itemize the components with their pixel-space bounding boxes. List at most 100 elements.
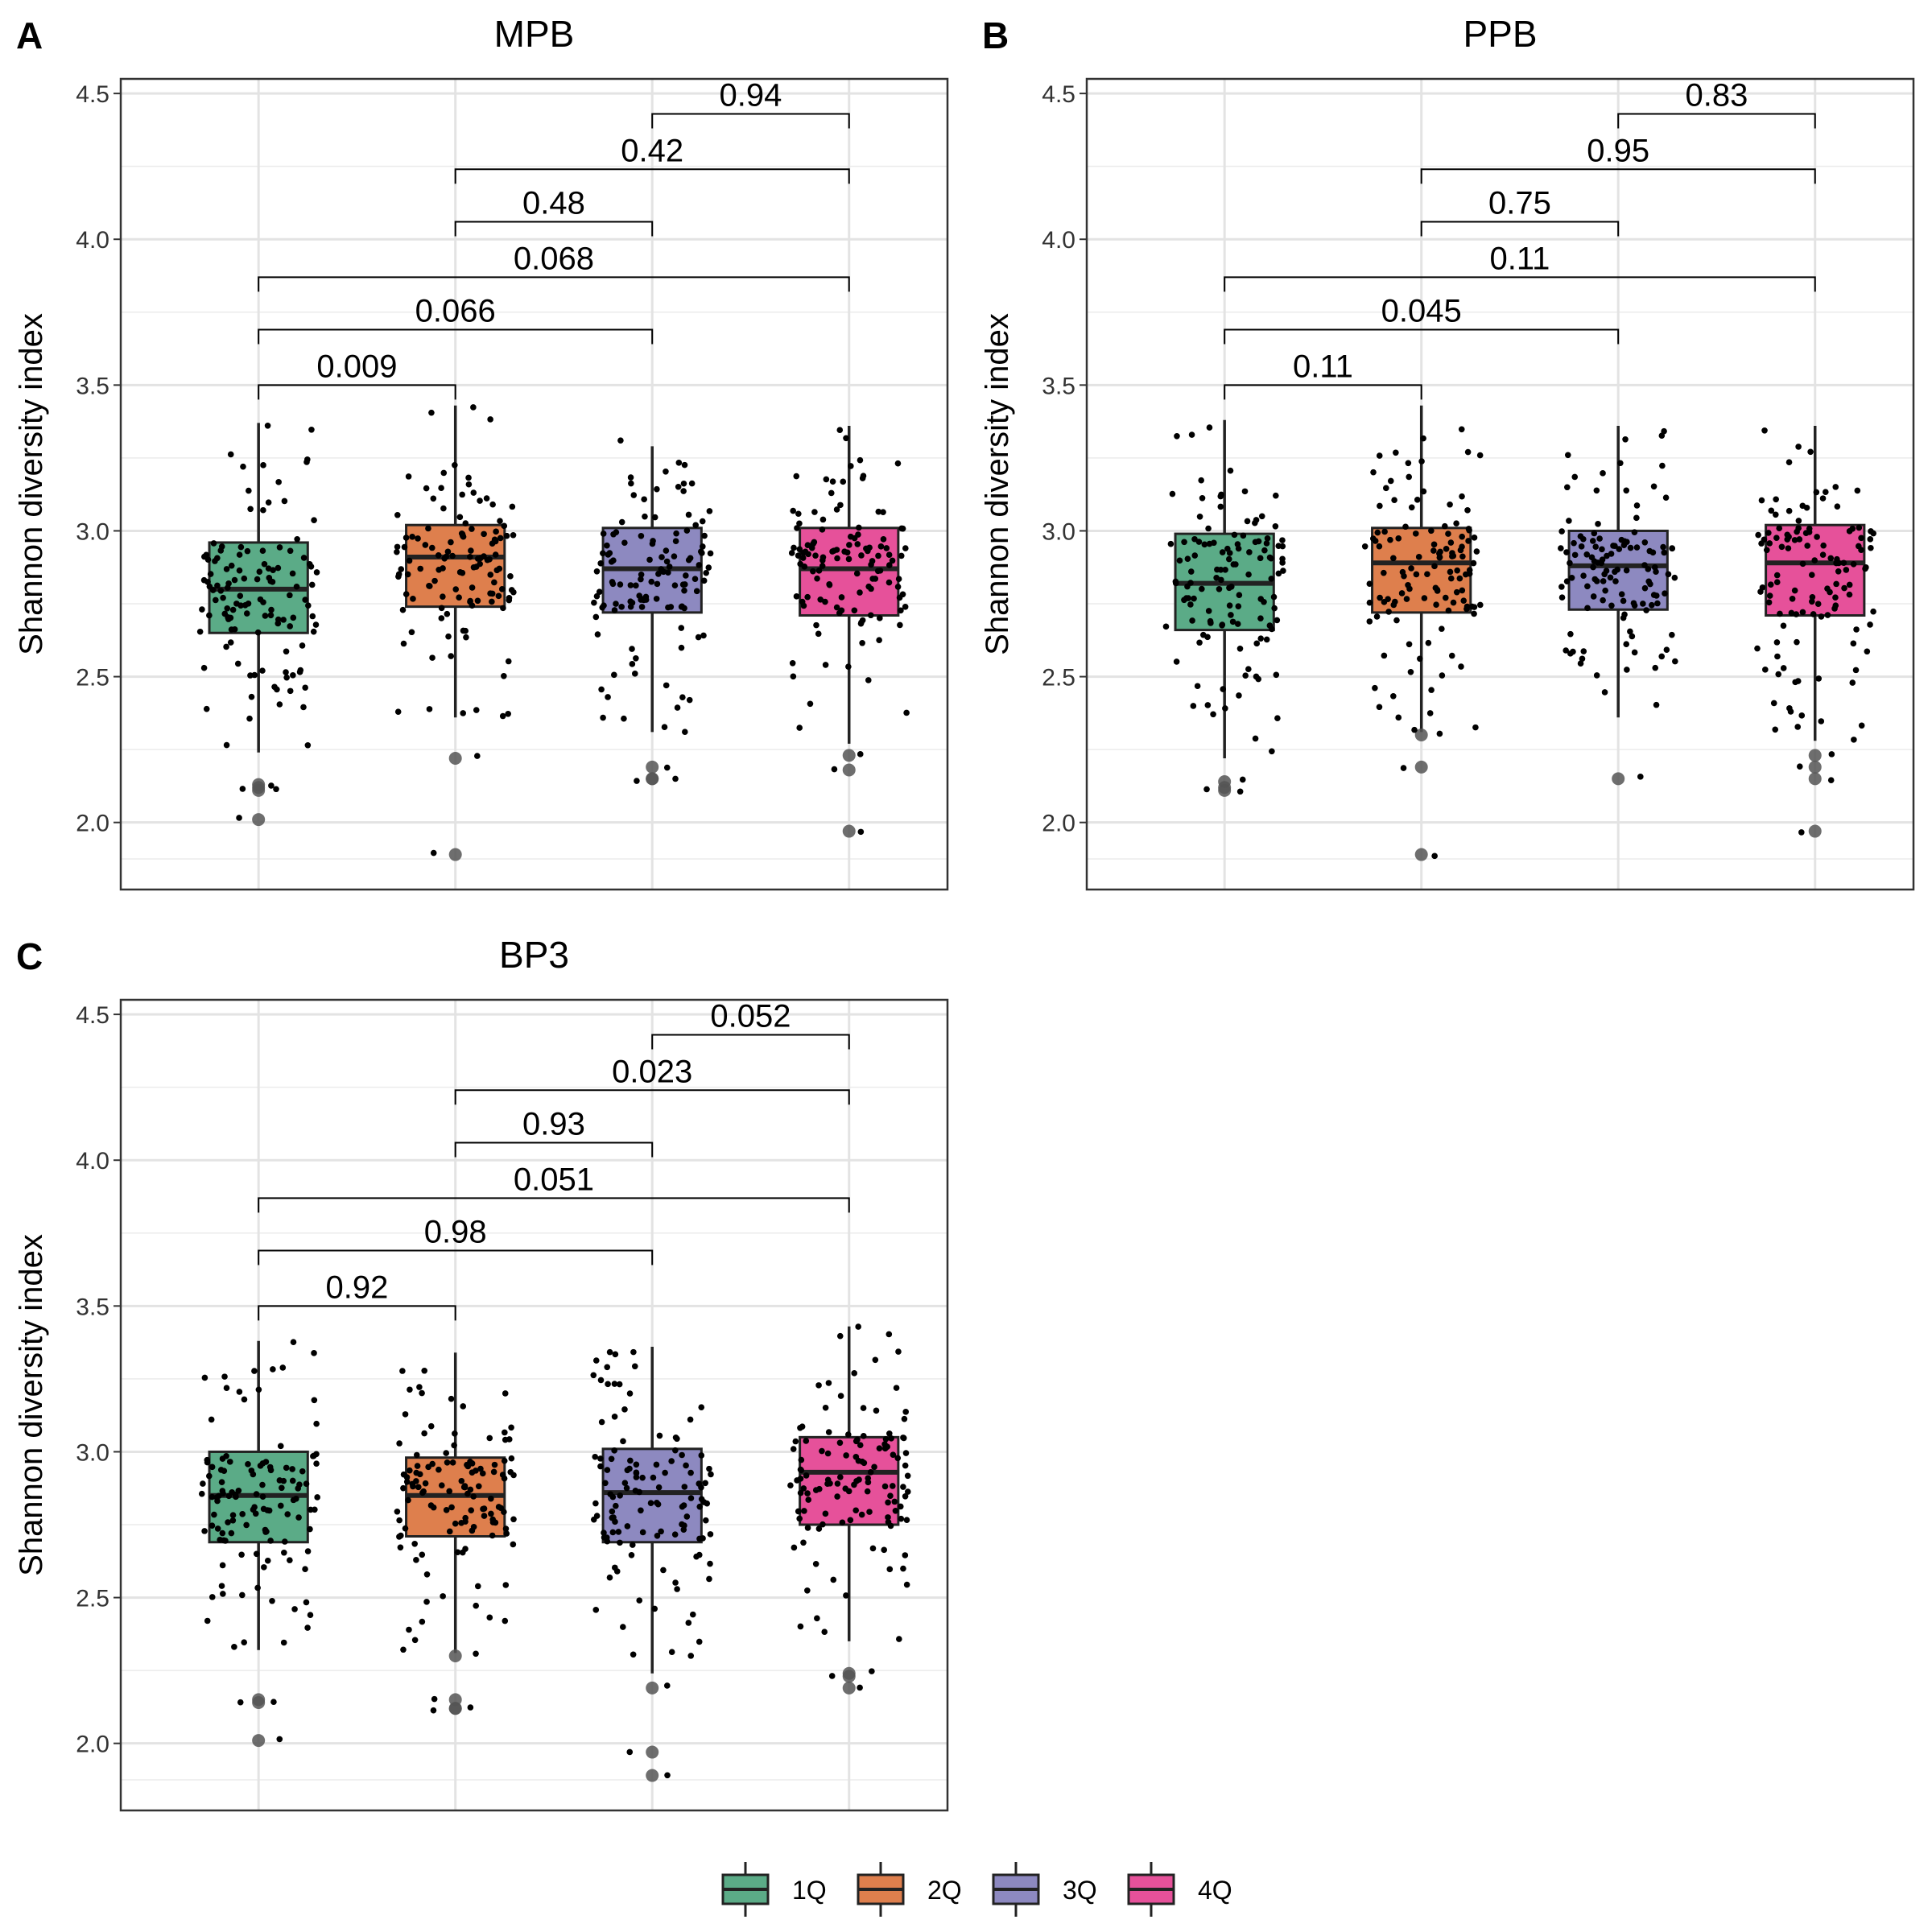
jitter-point	[287, 547, 294, 555]
jitter-point	[402, 1525, 409, 1532]
jitter-point	[395, 573, 402, 580]
jitter-point	[813, 621, 819, 629]
jitter-point	[254, 1584, 261, 1591]
jitter-point	[1773, 579, 1781, 586]
jitter-point	[419, 1489, 426, 1496]
jitter-point	[883, 545, 890, 551]
jitter-point	[1268, 576, 1275, 582]
jitter-point	[469, 584, 476, 591]
y-tick-label: 4.5	[1042, 81, 1075, 108]
y-tick-label: 2.0	[76, 1732, 109, 1758]
jitter-point	[446, 1528, 453, 1535]
jitter-point	[828, 489, 835, 497]
jitter-point	[223, 643, 229, 650]
comparison-bracket: 0.92	[258, 1269, 456, 1321]
outlier-point	[448, 1702, 462, 1715]
jitter-point	[1420, 488, 1427, 495]
jitter-point	[1406, 641, 1413, 648]
jitter-point	[1459, 543, 1465, 550]
jitter-point	[1623, 487, 1630, 494]
panel-title: PPB	[1463, 13, 1537, 55]
jitter-point	[464, 1461, 470, 1468]
jitter-point	[1274, 617, 1281, 624]
jitter-points	[787, 1323, 911, 1691]
jitter-point	[1366, 618, 1373, 625]
jitter-point	[275, 479, 282, 485]
jitter-point	[1867, 621, 1873, 628]
jitter-point	[281, 497, 288, 505]
jitter-point	[1459, 587, 1466, 594]
jitter-point	[633, 1474, 640, 1480]
jitter-point	[1819, 551, 1827, 558]
jitter-point	[239, 1591, 246, 1599]
jitter-point	[467, 1704, 474, 1711]
jitter-point	[1868, 528, 1874, 535]
jitter-point	[419, 1618, 426, 1625]
jitter-point	[807, 700, 814, 708]
jitter-point	[828, 1673, 836, 1679]
bracket-line	[454, 168, 850, 184]
outlier-point	[1808, 749, 1822, 762]
jitter-point	[1623, 641, 1630, 648]
jitter-point	[1383, 485, 1389, 492]
jitter-point	[1663, 646, 1670, 653]
jitter-point	[1242, 672, 1249, 679]
jitter-point	[299, 1468, 306, 1475]
jitter-point	[1210, 711, 1216, 718]
jitter-point	[831, 547, 837, 554]
jitter-point	[1191, 535, 1198, 543]
jitter-point	[200, 576, 208, 584]
bracket-line	[258, 328, 654, 345]
jitter-point	[256, 568, 263, 575]
box-3q	[1558, 426, 1678, 786]
jitter-point	[654, 1500, 660, 1506]
outlier-point	[646, 760, 659, 774]
jitter-point	[438, 615, 445, 621]
jitter-point	[260, 462, 266, 469]
jitter-point	[303, 1599, 310, 1606]
jitter-point	[1843, 567, 1850, 573]
jitter-point	[902, 1462, 909, 1469]
jitter-point	[621, 539, 628, 547]
jitter-point	[680, 1526, 687, 1533]
jitter-point	[1473, 548, 1480, 555]
jitter-point	[1773, 535, 1780, 541]
jitter-point	[415, 1484, 422, 1491]
jitter-point	[428, 409, 435, 416]
jitter-point	[903, 1517, 910, 1523]
jitter-point	[800, 549, 807, 556]
jitter-point	[423, 1571, 431, 1578]
jitter-point	[270, 1699, 277, 1705]
outlier-point	[252, 813, 266, 827]
jitter-point	[1852, 667, 1860, 674]
jitter-point	[605, 551, 612, 558]
jitter-point	[224, 605, 231, 612]
jitter-point	[1796, 763, 1803, 770]
jitter-point	[1252, 539, 1259, 546]
bracket-line	[258, 1305, 456, 1321]
jitter-points	[394, 404, 517, 857]
jitter-point	[1199, 585, 1205, 592]
legend-key	[721, 1862, 770, 1917]
jitter-point	[1629, 633, 1636, 640]
jitter-point	[902, 604, 909, 610]
legend-item-3q: 3Q	[992, 1862, 1097, 1917]
jitter-point	[1571, 551, 1579, 559]
jitter-point	[638, 571, 645, 578]
jitter-point	[1266, 622, 1274, 629]
jitter-point	[1413, 571, 1420, 578]
jitter-point	[1755, 531, 1761, 539]
jitter-point	[253, 1550, 260, 1558]
jitter-point	[1671, 574, 1678, 581]
jitter-point	[268, 782, 275, 789]
jitter-point	[274, 686, 280, 693]
jitter-point	[217, 547, 225, 554]
jitter-point	[468, 547, 474, 554]
jitter-point	[663, 468, 669, 475]
jitter-point	[1390, 555, 1397, 562]
jitter-point	[700, 577, 708, 584]
jitter-point	[876, 1445, 883, 1451]
bracket-line	[258, 1249, 654, 1265]
jitter-point	[1228, 612, 1234, 618]
jitter-point	[683, 1513, 691, 1520]
